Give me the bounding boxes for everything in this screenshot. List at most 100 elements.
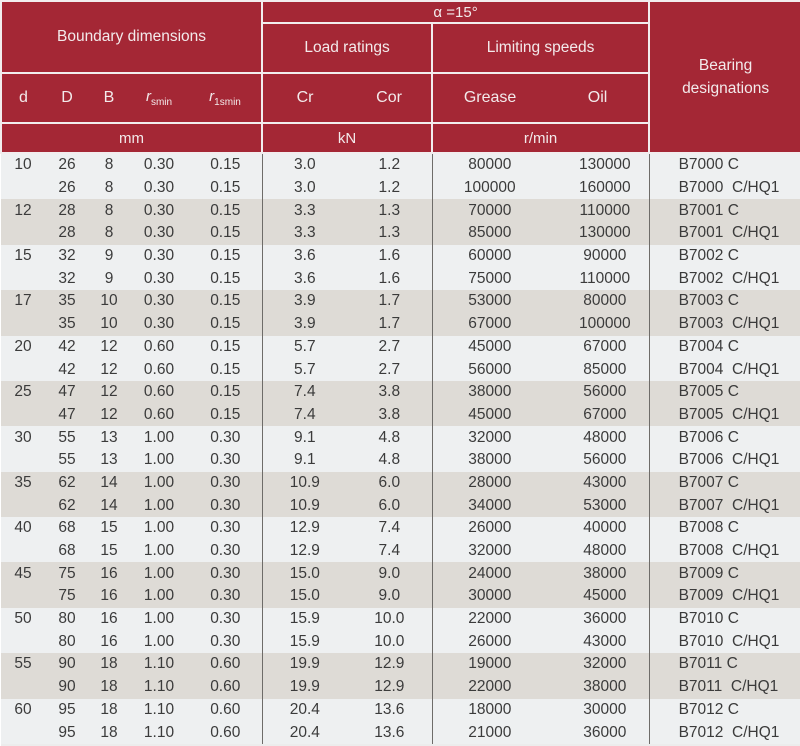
cell-B: 8	[89, 176, 129, 200]
cell-grease: 60000	[431, 244, 548, 268]
cell-designation: B7005 C	[648, 380, 800, 404]
boundary-dimensions-header: Boundary dimensions	[0, 0, 264, 74]
cell-D: 62	[45, 494, 89, 517]
cell-designation: B7012 C	[648, 698, 800, 722]
cell-oil: 160000	[547, 176, 650, 200]
cell-D: 55	[45, 426, 89, 449]
cell-B: 8	[89, 199, 129, 223]
cell-designation: B7009 C/HQ1	[648, 585, 800, 608]
cell-r1smin: 0.15	[189, 358, 263, 381]
cell-d	[1, 539, 45, 563]
cell-d	[1, 176, 45, 200]
cell-B: 8	[89, 222, 129, 245]
cell-cr: 3.9	[261, 290, 348, 313]
cell-oil: 38000	[547, 675, 650, 699]
table-row: 30 55 13 1.00 0.30 9.1 4.8 32000 48000 B7006 C	[1, 426, 800, 449]
cell-oil: 56000	[547, 380, 650, 404]
cell-grease: 24000	[431, 562, 548, 586]
cell-cor: 1.7	[347, 312, 433, 336]
cell-oil: 48000	[547, 539, 650, 563]
cell-cr: 12.9	[261, 517, 348, 540]
cell-r1smin: 0.60	[189, 675, 263, 699]
cell-grease: 38000	[431, 380, 548, 404]
cell-designation: B7000 C	[648, 153, 800, 177]
cell-oil: 100000	[547, 312, 650, 336]
cell-rsmin: 1.00	[129, 471, 189, 495]
column-header-B: B	[89, 73, 129, 124]
cell-rsmin: 1.10	[129, 675, 189, 699]
cell-oil: 38000	[547, 562, 650, 586]
cell-oil: 43000	[547, 471, 650, 495]
cell-grease: 30000	[431, 585, 548, 608]
cell-D: 75	[45, 585, 89, 608]
cell-oil: 130000	[547, 222, 650, 245]
cell-designation: B7003 C/HQ1	[648, 312, 800, 336]
cell-D: 35	[45, 290, 89, 313]
cell-cr: 5.7	[261, 358, 348, 381]
cell-rsmin: 1.00	[129, 517, 189, 540]
table-row: 28 8 0.30 0.15 3.3 1.3 85000 130000 B7001 C/HQ1	[1, 222, 800, 245]
cell-cr: 3.0	[261, 153, 348, 177]
cell-cr: 20.4	[261, 721, 348, 746]
cell-B: 12	[89, 403, 129, 427]
cell-D: 80	[45, 607, 89, 631]
cell-cor: 13.6	[347, 698, 433, 722]
cell-cor: 9.0	[347, 562, 433, 586]
cell-designation: B7007 C/HQ1	[648, 494, 800, 517]
cell-r1smin: 0.60	[189, 721, 263, 746]
cell-B: 16	[89, 562, 129, 586]
cell-r1smin: 0.15	[189, 335, 263, 359]
cell-D: 90	[45, 675, 89, 699]
cell-rsmin: 1.00	[129, 494, 189, 517]
cell-D: 32	[45, 244, 89, 268]
cell-cor: 1.3	[347, 222, 433, 245]
cell-cr: 10.9	[261, 494, 348, 517]
cell-designation: B7005 C/HQ1	[648, 403, 800, 427]
cell-r1smin: 0.30	[189, 471, 263, 495]
cell-d: 12	[1, 199, 45, 223]
cell-cr: 12.9	[261, 539, 348, 563]
cell-cor: 6.0	[347, 471, 433, 495]
cell-designation: B7002 C	[648, 244, 800, 268]
cell-r1smin: 0.15	[189, 244, 263, 268]
cell-rsmin: 0.60	[129, 335, 189, 359]
cell-designation: B7006 C	[648, 426, 800, 449]
cell-cor: 10.0	[347, 607, 433, 631]
cell-grease: 38000	[431, 448, 548, 472]
cell-B: 9	[89, 267, 129, 291]
cell-grease: 19000	[431, 653, 548, 676]
cell-designation: B7004 C	[648, 335, 800, 359]
table-row: 95 18 1.10 0.60 20.4 13.6 21000 36000 B7012 C/HQ…	[1, 721, 800, 746]
bearing-designations-label: Bearing designations	[682, 56, 770, 97]
cell-rsmin: 1.10	[129, 721, 189, 746]
cell-grease: 26000	[431, 517, 548, 540]
cell-d	[1, 312, 45, 336]
column-header-cor: Cor	[347, 73, 434, 124]
cell-grease: 32000	[431, 539, 548, 563]
cell-r1smin: 0.15	[189, 380, 263, 404]
table-row: 75 16 1.00 0.30 15.0 9.0 30000 45000 B7009 C/HQ1	[1, 585, 800, 608]
load-ratings-header: Load ratings	[262, 23, 434, 74]
cell-d: 25	[1, 380, 45, 404]
cell-D: 32	[45, 267, 89, 291]
cell-oil: 80000	[547, 290, 650, 313]
cell-oil: 30000	[547, 698, 650, 722]
column-header-oil: Oil	[547, 73, 651, 124]
cell-cr: 9.1	[261, 448, 348, 472]
table-body: 10 26 8 0.30 0.15 3.0 1.2 80000 130000 B7000 C 26 8…	[1, 153, 800, 746]
cell-d	[1, 721, 45, 746]
cell-cr: 3.0	[261, 176, 348, 200]
cell-oil: 45000	[547, 585, 650, 608]
table-row: 62 14 1.00 0.30 10.9 6.0 34000 53000 B7007 C/HQ1	[1, 494, 800, 517]
cell-cr: 15.0	[261, 562, 348, 586]
table-row: 42 12 0.60 0.15 5.7 2.7 56000 85000 B7004 C/HQ1	[1, 358, 800, 381]
table-row: 35 10 0.30 0.15 3.9 1.7 67000 100000 B7003 C/HQ1	[1, 312, 800, 336]
cell-r1smin: 0.30	[189, 630, 263, 654]
cell-designation: B7001 C	[648, 199, 800, 223]
cell-d: 45	[1, 562, 45, 586]
cell-d: 50	[1, 607, 45, 631]
column-header-r1smin: r1smin	[189, 73, 264, 124]
cell-grease: 75000	[431, 267, 548, 291]
table-row: 12 28 8 0.30 0.15 3.3 1.3 70000 110000 B7001 C	[1, 199, 800, 223]
table-row: 47 12 0.60 0.15 7.4 3.8 45000 67000 B7005 C/HQ1	[1, 403, 800, 427]
